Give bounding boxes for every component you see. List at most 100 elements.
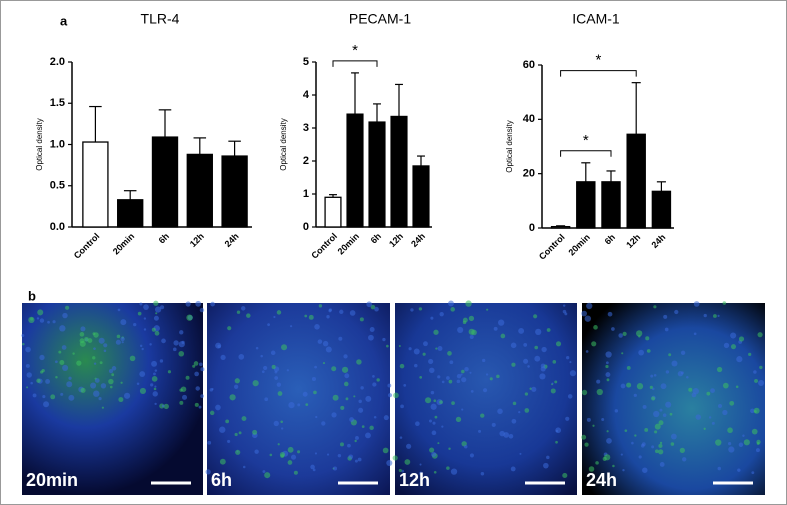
cell-texture xyxy=(491,422,496,427)
cell-texture xyxy=(759,365,763,370)
cell-texture xyxy=(642,404,647,409)
cell-texture xyxy=(322,362,326,365)
cell-texture xyxy=(340,405,345,410)
cell-texture xyxy=(32,393,37,398)
cell-texture xyxy=(461,408,464,411)
cell-texture xyxy=(717,466,722,471)
cell-texture xyxy=(715,439,722,446)
cell-texture xyxy=(414,363,418,368)
cell-texture xyxy=(638,349,645,356)
cell-texture xyxy=(460,373,463,376)
cell-texture xyxy=(510,342,517,349)
cell-texture xyxy=(633,393,637,397)
cell-texture xyxy=(22,342,25,346)
cell-texture xyxy=(431,451,437,457)
cell-texture xyxy=(139,302,143,306)
cell-texture xyxy=(535,328,542,335)
cell-texture xyxy=(565,416,570,421)
cell-texture xyxy=(562,304,566,307)
cell-texture xyxy=(498,319,505,326)
cell-texture xyxy=(311,376,317,382)
cell-texture xyxy=(90,382,97,389)
cell-texture xyxy=(462,320,467,325)
cell-texture xyxy=(736,356,743,363)
cell-texture xyxy=(219,426,226,433)
cell-texture xyxy=(703,427,706,430)
cell-texture xyxy=(366,301,373,308)
cell-texture xyxy=(39,354,45,361)
cell-texture xyxy=(143,328,147,331)
y-tick-label: 5 xyxy=(303,56,309,68)
cell-texture xyxy=(317,339,323,344)
cell-texture xyxy=(679,447,685,454)
cell-texture xyxy=(670,433,677,440)
cell-texture xyxy=(649,385,653,389)
cell-texture xyxy=(193,361,199,366)
cell-texture xyxy=(61,345,67,350)
cell-texture xyxy=(449,360,454,365)
cell-texture xyxy=(392,455,398,461)
cell-texture xyxy=(512,401,517,406)
cell-texture xyxy=(713,314,717,318)
bar xyxy=(390,115,408,228)
cell-texture xyxy=(451,401,455,406)
cell-texture xyxy=(638,455,642,459)
cell-texture xyxy=(238,431,242,435)
bar xyxy=(412,165,430,228)
cell-texture xyxy=(665,401,672,408)
cell-texture xyxy=(439,311,444,317)
cell-texture xyxy=(349,417,354,422)
significance-mark: * xyxy=(595,52,601,69)
cell-texture xyxy=(60,392,64,396)
cell-texture xyxy=(80,387,86,393)
cell-texture xyxy=(750,408,755,414)
image-label: 24h xyxy=(586,470,617,490)
significance-mark: * xyxy=(583,132,589,149)
cell-texture xyxy=(30,317,34,321)
cell-texture xyxy=(209,410,215,416)
cell-texture xyxy=(531,386,537,392)
cell-texture xyxy=(415,421,420,427)
cell-texture xyxy=(37,309,44,316)
cell-texture xyxy=(622,331,627,336)
cell-texture xyxy=(173,340,179,346)
cell-texture xyxy=(607,311,613,317)
cell-texture xyxy=(92,356,96,360)
cell-texture xyxy=(658,443,663,448)
cell-texture xyxy=(399,436,403,439)
cell-texture xyxy=(518,327,525,334)
bar xyxy=(651,190,672,229)
cell-texture xyxy=(252,429,258,435)
cell-texture xyxy=(139,344,143,348)
cell-texture xyxy=(349,310,356,316)
cell-texture xyxy=(337,453,342,458)
panel-label: a xyxy=(60,13,68,28)
cell-texture xyxy=(455,416,462,423)
cell-texture xyxy=(269,453,273,457)
cell-texture xyxy=(318,304,323,308)
cell-texture xyxy=(220,354,226,361)
cell-texture xyxy=(674,309,679,315)
cell-texture xyxy=(149,343,152,346)
cell-texture xyxy=(524,408,530,413)
cell-texture xyxy=(439,400,443,404)
cell-texture xyxy=(469,453,475,458)
cell-texture xyxy=(365,432,371,439)
cell-texture xyxy=(43,401,50,408)
cell-texture xyxy=(456,379,461,384)
cell-texture xyxy=(93,347,96,350)
cell-texture xyxy=(50,394,56,400)
cell-texture xyxy=(432,421,436,425)
cell-texture xyxy=(271,364,276,369)
cell-texture xyxy=(374,306,379,312)
cell-texture xyxy=(289,325,293,328)
cell-texture xyxy=(413,348,420,355)
cell-texture xyxy=(602,456,607,461)
cell-texture xyxy=(273,420,279,427)
cell-texture xyxy=(305,403,309,406)
cell-texture xyxy=(482,358,486,363)
cell-texture xyxy=(433,399,437,403)
cell-texture xyxy=(281,344,288,351)
cell-texture xyxy=(21,334,25,338)
cell-texture xyxy=(178,350,185,357)
